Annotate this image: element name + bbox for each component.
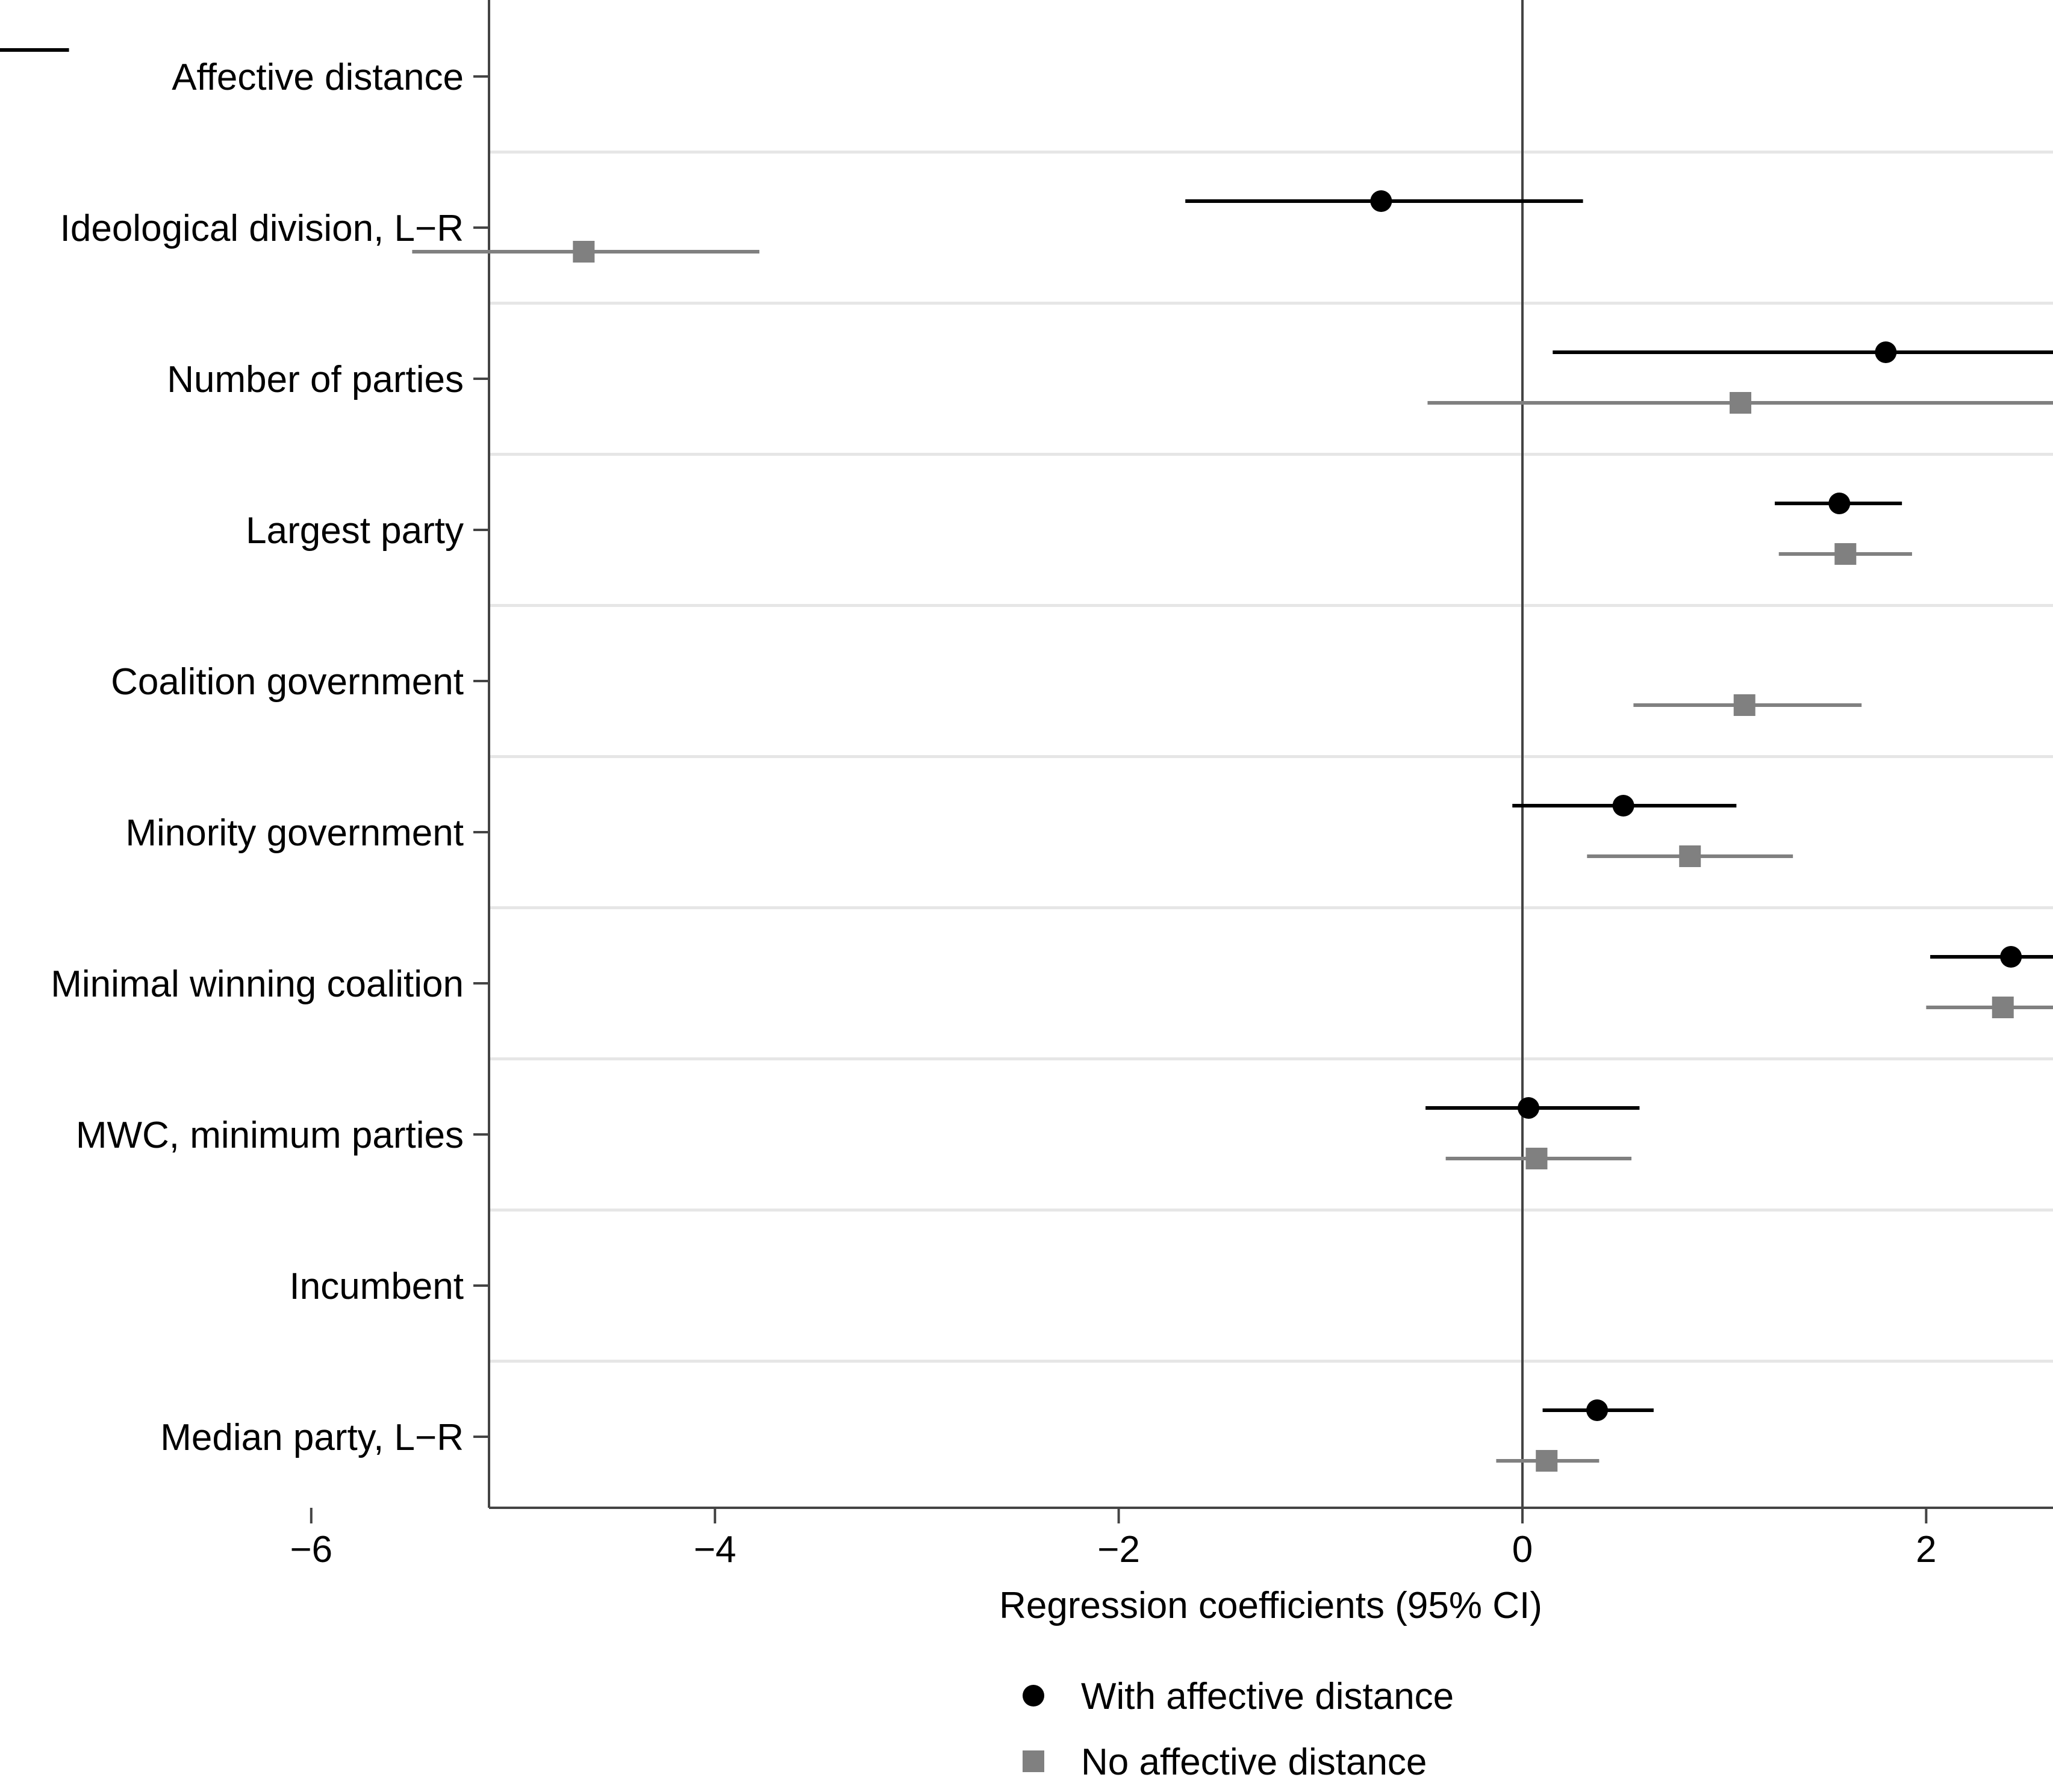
y-axis-labels: Affective distance Ideological division, …	[51, 57, 489, 1458]
legend-marker	[1023, 1750, 1044, 1772]
y-tick-label: MWC, minimum parties	[76, 1115, 464, 1156]
category-separators	[489, 151, 2053, 1363]
x-tick-label: −6	[290, 1529, 332, 1570]
x-tick-label: 2	[1916, 1529, 1936, 1570]
point-estimate	[1586, 1399, 1609, 1421]
x-tick-label: −4	[694, 1529, 737, 1570]
x-axis-label: Regression coefficients (95% CI)	[999, 1585, 1542, 1626]
point-estimate	[1679, 845, 1701, 867]
y-tick-label: Largest party	[246, 510, 464, 552]
point-estimate	[1733, 694, 1755, 716]
y-tick-label: Incumbent	[289, 1266, 464, 1307]
x-tick-label: 0	[1512, 1529, 1533, 1570]
y-tick-label: Minimal winning coalition	[51, 963, 464, 1005]
coefficient-marks	[0, 48, 2053, 1472]
point-estimate	[1828, 493, 1851, 514]
point-estimate	[1875, 341, 1897, 363]
point-estimate	[1834, 543, 1857, 565]
y-tick-label: Affective distance	[172, 57, 464, 98]
y-tick-label: Ideological division, L−R	[60, 208, 464, 249]
y-tick-label: Minority government	[125, 812, 464, 854]
point-estimate	[1370, 190, 1392, 212]
point-estimate	[1518, 1097, 1540, 1119]
x-tick-label: −2	[1097, 1529, 1140, 1570]
point-estimate	[1525, 1148, 1548, 1169]
point-estimate	[2000, 946, 2022, 968]
legend-label: With affective distance	[1081, 1676, 1454, 1717]
y-tick-label: Median party, L−R	[160, 1417, 464, 1458]
legend-label: No affective distance	[1081, 1741, 1427, 1783]
point-estimate	[1992, 997, 2014, 1018]
legend-marker	[1023, 1685, 1044, 1706]
y-tick-label: Coalition government	[111, 661, 464, 703]
x-axis: −10−8−6−4−2024	[290, 1508, 1937, 1570]
point-estimate	[1612, 795, 1634, 817]
point-estimate	[1536, 1450, 1558, 1472]
legend: With affective distance No affective dist…	[1023, 1676, 1454, 1783]
plot-frame	[488, 0, 2053, 1509]
y-tick-label: Number of parties	[167, 359, 464, 400]
point-estimate	[1730, 392, 1752, 414]
point-estimate	[573, 241, 595, 263]
